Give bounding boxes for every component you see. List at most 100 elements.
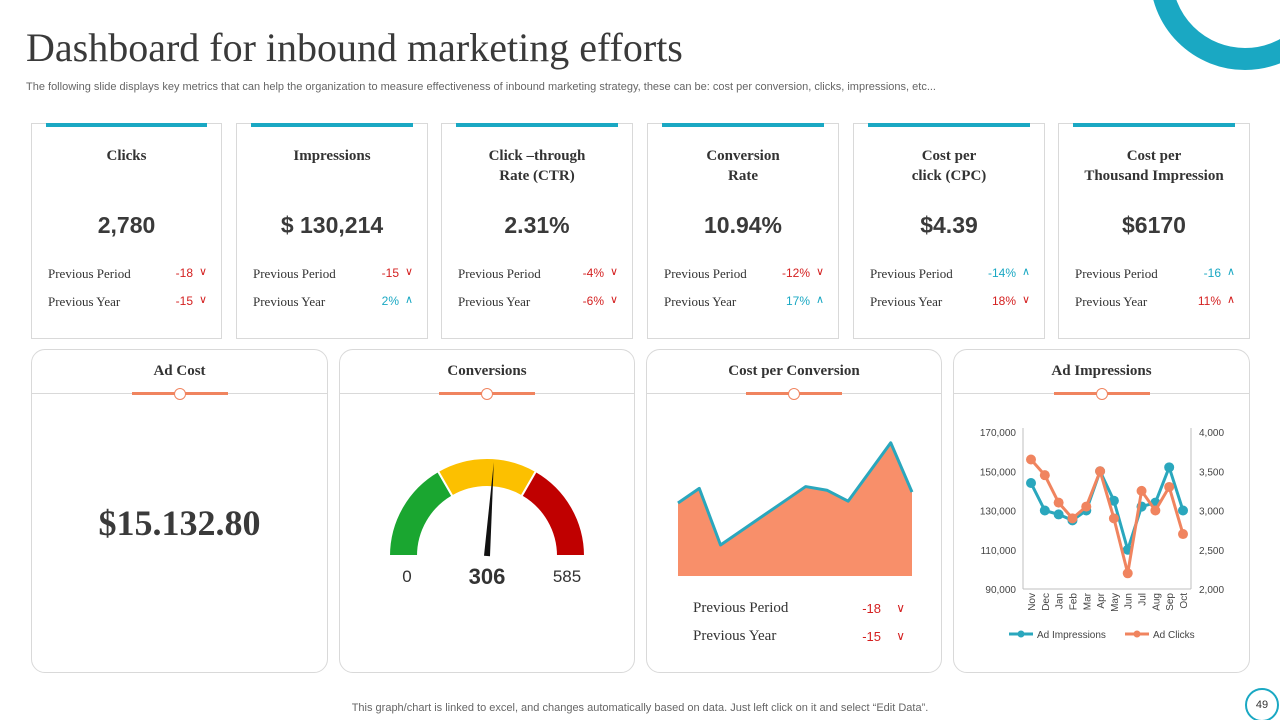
kpi-title: Impressions [293, 148, 371, 164]
kpi-prev-year-label: Previous Year [664, 294, 737, 309]
series-point-1 [1081, 501, 1092, 512]
ad-cost-panel: Ad Cost $15.132.80 [31, 349, 328, 673]
kpi-prev-period-value: -16 [1203, 266, 1221, 280]
series-point-1 [1026, 454, 1036, 465]
kpi-card: Click –through Rate (CTR) 2.31% Previous P… [441, 123, 633, 339]
kpi-prev-period-row: Previous Period -4% ∨ [458, 265, 618, 284]
kpi-prev-period-row: Previous Period -12% ∨ [664, 265, 824, 284]
x-tick-label: Aug [1151, 593, 1162, 611]
series-point-1 [1136, 485, 1147, 496]
cpc-prev-period-value: -18 [862, 601, 881, 616]
chevron-down-icon: ∨ [896, 601, 905, 615]
legend-label: Ad Clicks [1153, 630, 1195, 641]
series-point-1 [1095, 466, 1106, 477]
x-tick-label: Dec [1041, 593, 1052, 611]
x-tick-label: Oct [1179, 593, 1190, 609]
kpi-accent-bar [662, 123, 824, 127]
series-point-1 [1150, 505, 1161, 516]
kpi-card: Cost per Thousand Impression $6170 Previou… [1058, 123, 1250, 339]
kpi-prev-year-row: Previous Year 18% ∨ [870, 293, 1030, 312]
chevron-down-icon: ∨ [1021, 293, 1030, 306]
x-tick-label: Apr [1096, 592, 1107, 608]
y-right-tick-label: 2,000 [1199, 585, 1224, 596]
x-tick-label: Sep [1165, 593, 1176, 611]
chevron-down-icon: ∨ [198, 293, 207, 306]
kpi-prev-year-row: Previous Year 11% ∧ [1075, 293, 1235, 312]
cost-per-conversion-title: Cost per Conversion [728, 363, 860, 379]
kpi-prev-period-label: Previous Period [48, 266, 131, 281]
kpi-prev-year-row: Previous Year -6% ∨ [458, 293, 618, 312]
kpi-prev-period-value: -18 [175, 266, 193, 280]
panel-accent-dot [788, 388, 800, 400]
y-left-tick-label: 170,000 [980, 428, 1017, 439]
kpi-value: $ 130,214 [280, 212, 384, 238]
kpi-value: 10.94% [703, 212, 782, 238]
panel-accent-dot [1095, 388, 1108, 400]
page-title: Dashboard for inbound marketing efforts [26, 25, 683, 70]
kpi-card: Cost per click (CPC) $4.39 Previous Period… [853, 123, 1045, 339]
x-tick-label: Mar [1082, 592, 1093, 610]
ad-cost-value: $15.132.80 [98, 503, 261, 543]
kpi-title: Cost per click (CPC) [911, 148, 987, 184]
x-tick-label: Feb [1068, 593, 1079, 611]
gauge-max-label: 585 [553, 567, 581, 586]
page-number: 49 [1245, 688, 1279, 720]
series-point-1 [1053, 497, 1064, 508]
kpi-prev-period-value: -4% [582, 266, 604, 280]
conversions-title: Conversions [447, 363, 527, 379]
gauge-value-label: 306 [469, 564, 506, 589]
series-point-0 [1108, 495, 1119, 506]
area-fill [678, 442, 912, 576]
kpi-prev-period-label: Previous Period [870, 266, 953, 281]
series-line-0 [1029, 465, 1185, 552]
gauge-band-1 [436, 457, 538, 498]
x-tick-label: Jul [1138, 593, 1149, 606]
kpi-prev-year-row: Previous Year -15 ∨ [48, 293, 207, 312]
kpi-value: $4.39 [920, 212, 978, 238]
gauge-band-0 [387, 469, 454, 557]
chevron-down-icon: ∨ [609, 265, 618, 278]
panel-accent-dot [481, 388, 493, 400]
kpi-accent-bar [251, 123, 413, 127]
series-point-0 [1164, 462, 1175, 473]
kpi-accent-bar [46, 123, 207, 127]
kpi-value: 2.31% [504, 212, 570, 238]
kpi-prev-year-value: -6% [582, 294, 604, 308]
conversions-panel: Conversions 0 306 585 [339, 349, 635, 673]
kpi-prev-period-label: Previous Period [664, 266, 747, 281]
chevron-up-icon: ∧ [404, 293, 413, 306]
legend-label: Ad Impressions [1037, 630, 1106, 641]
gauge-band-2 [520, 469, 587, 557]
kpi-prev-period-row: Previous Period -18 ∨ [48, 265, 207, 284]
y-right-tick-label: 4,000 [1199, 428, 1224, 439]
gauge-min-label: 0 [402, 567, 411, 586]
kpi-prev-year-label: Previous Year [870, 294, 943, 309]
kpi-accent-bar [456, 123, 618, 127]
y-left-tick-label: 150,000 [980, 467, 1017, 478]
series-point-1 [1067, 513, 1078, 524]
page-subtitle: The following slide displays key metrics… [26, 81, 936, 93]
y-right-tick-label: 3,000 [1199, 507, 1224, 518]
kpi-prev-year-label: Previous Year [1075, 294, 1148, 309]
y-right-tick-label: 2,500 [1199, 546, 1224, 557]
conversions-gauge: 0 306 585 [387, 457, 587, 589]
cpc-prev-year-label: Previous Year [693, 628, 777, 644]
kpi-accent-bar [868, 123, 1030, 127]
kpi-prev-period-row: Previous Period -16 ∧ [1075, 265, 1235, 284]
legend-marker [1017, 630, 1025, 638]
kpi-card: Conversion Rate 10.94% Previous Period -12%… [647, 123, 839, 339]
chevron-up-icon: ∧ [1226, 293, 1235, 306]
panel-accent-dot [173, 388, 186, 400]
y-right-tick-label: 3,500 [1199, 467, 1224, 478]
kpi-value: $6170 [1122, 212, 1186, 238]
y-left-tick-label: 110,000 [981, 546, 1017, 557]
series-point-0 [1039, 505, 1050, 516]
chevron-down-icon: ∨ [404, 265, 413, 278]
cpc-prev-period-label: Previous Period [693, 600, 789, 616]
ad-impressions-panel: Ad Impressions 90,000 110,000 130,000 150,0… [953, 349, 1250, 673]
cost-per-conversion-panel: Cost per Conversion Previous Period -18 … [646, 349, 942, 673]
kpi-prev-period-value: -15 [381, 266, 399, 280]
x-tick-label: Jan [1055, 593, 1066, 609]
kpi-prev-period-label: Previous Period [253, 266, 336, 281]
kpi-prev-period-row: Previous Period -14% ∧ [870, 265, 1030, 284]
